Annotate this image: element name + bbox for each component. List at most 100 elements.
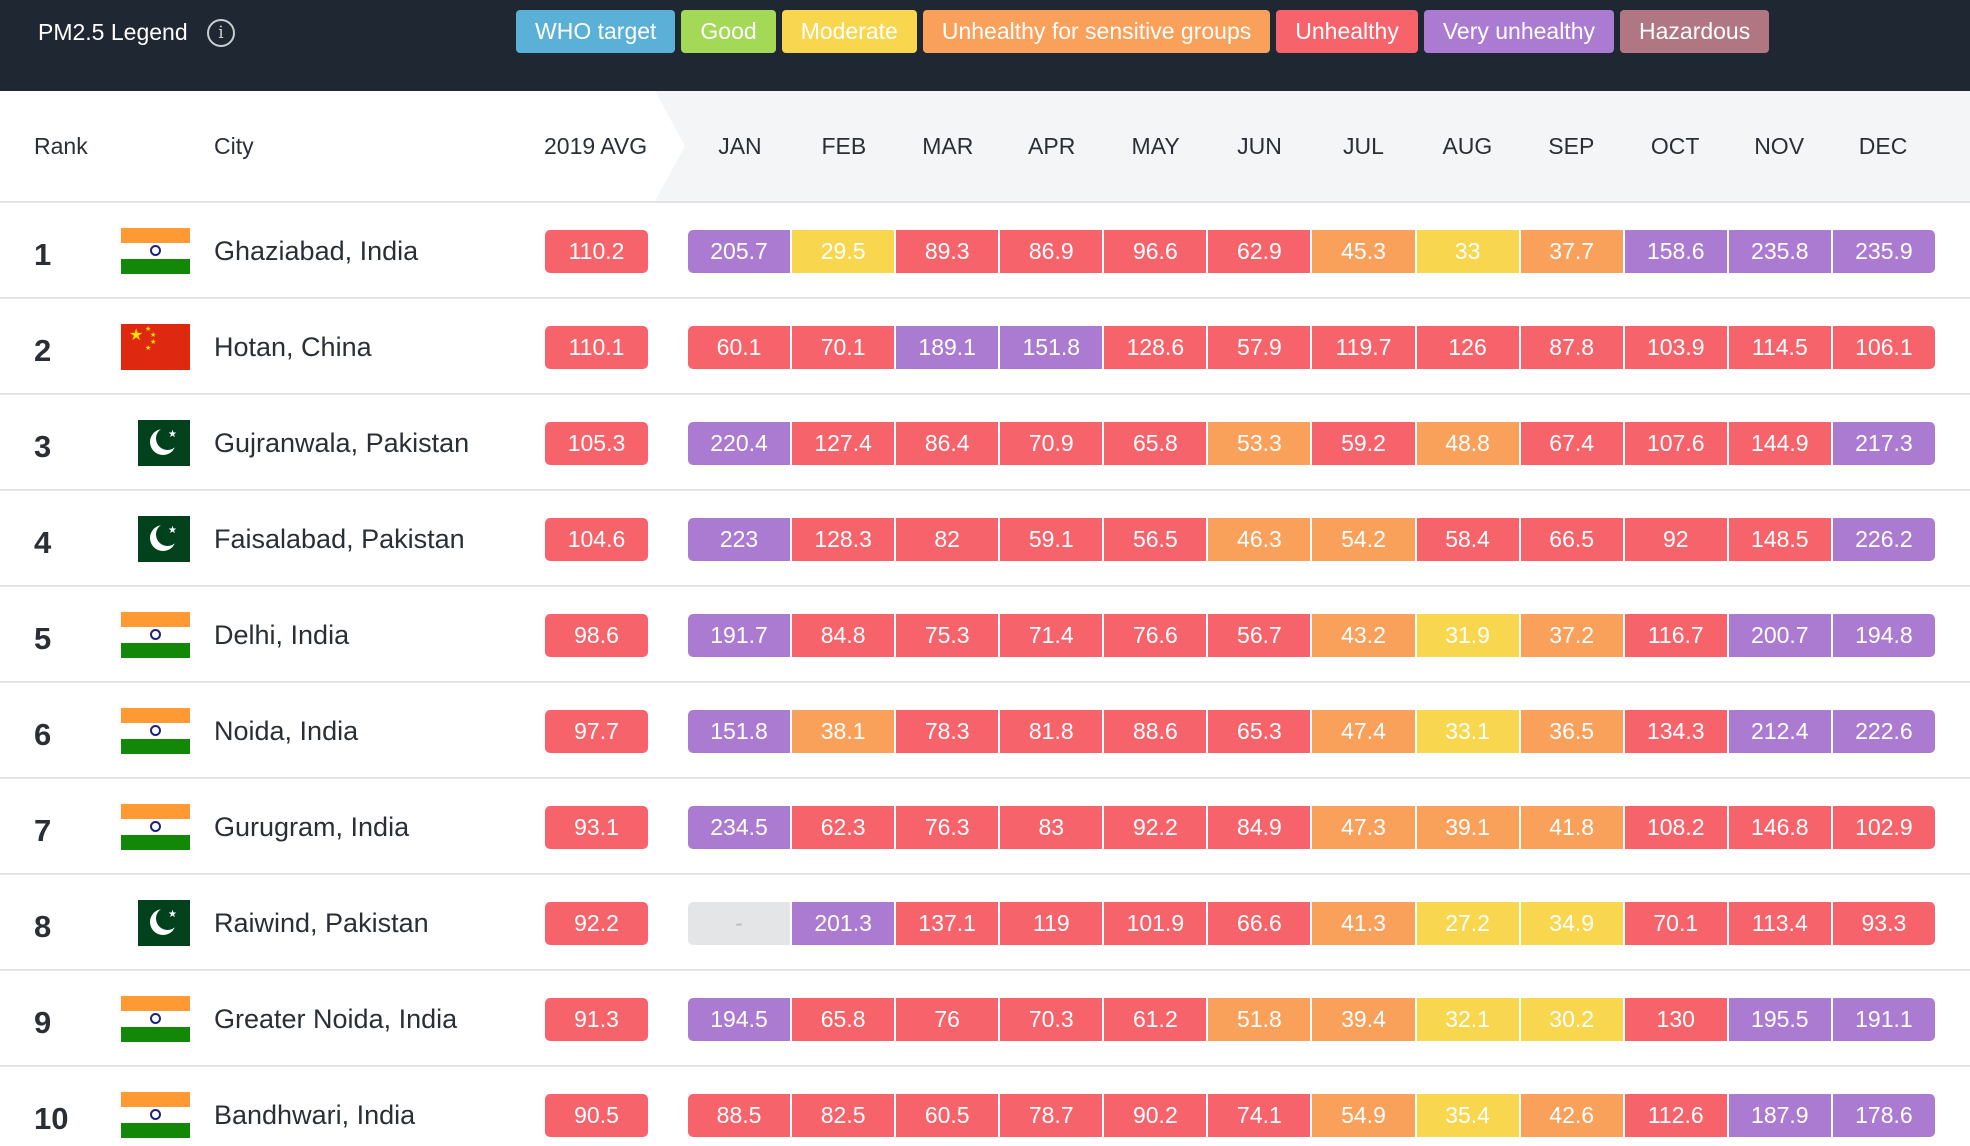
month-value-cell: 66.5 xyxy=(1520,518,1623,561)
city-name[interactable]: Greater Noida, India xyxy=(214,1004,458,1034)
city-name[interactable]: Faisalabad, Pakistan xyxy=(214,524,465,554)
legend-item[interactable]: Moderate xyxy=(781,10,917,53)
month-value-cell: 82 xyxy=(896,518,999,561)
month-value-cell: 92 xyxy=(1624,518,1727,561)
month-value-cell: 65.3 xyxy=(1208,710,1311,753)
month-value-cell: 235.9 xyxy=(1832,230,1935,273)
ashoka-chakra-icon xyxy=(150,821,161,833)
month-value-cell: 66.6 xyxy=(1208,902,1311,945)
month-value-cell: 223 xyxy=(688,518,791,561)
month-value-cell: 128.6 xyxy=(1104,326,1207,369)
month-value-cell: 33 xyxy=(1416,230,1519,273)
header-month[interactable]: JAN xyxy=(718,133,762,159)
month-value-cell: 57.9 xyxy=(1208,326,1311,369)
saffron-band xyxy=(121,804,190,820)
month-value-cell: 134.3 xyxy=(1624,710,1727,753)
month-value-cell: 158.6 xyxy=(1624,230,1727,273)
month-value-cell: 151.8 xyxy=(1000,326,1103,369)
rank-number: 3 xyxy=(34,429,52,464)
month-value-cell: 189.1 xyxy=(896,326,999,369)
ashoka-chakra-icon xyxy=(150,725,161,737)
month-value-cell: 39.1 xyxy=(1416,806,1519,849)
city-name[interactable]: Delhi, India xyxy=(214,620,350,650)
legend-item[interactable]: Unhealthy for sensitive groups xyxy=(922,10,1271,53)
header-month[interactable]: AUG xyxy=(1442,133,1493,159)
month-value-cell: 84.9 xyxy=(1208,806,1311,849)
month-value-cell: 127.4 xyxy=(792,422,895,465)
month-value-cell: 119 xyxy=(1000,902,1103,945)
month-value-cell: 89.3 xyxy=(896,230,999,273)
info-circle-icon[interactable]: i xyxy=(207,19,235,47)
header-month[interactable]: DEC xyxy=(1858,133,1908,159)
city-name[interactable]: Ghaziabad, India xyxy=(214,236,419,266)
header-month[interactable]: FEB xyxy=(821,133,867,159)
saffron-band xyxy=(121,996,190,1012)
month-value-cell: 76 xyxy=(896,998,999,1041)
table-row[interactable]: 6 Noida, India 97.7 151.8 38.1 78.3 81.8 88.6 65… xyxy=(0,683,1970,779)
month-value-cell: 27.2 xyxy=(1416,902,1519,945)
city-name[interactable]: Raiwind, Pakistan xyxy=(214,908,429,938)
table-row[interactable]: 9 Greater Noida, India 91.3 194.5 65.8 76 70.3… xyxy=(0,971,1970,1067)
legend-item[interactable]: Very unhealthy xyxy=(1423,10,1614,53)
legend-item[interactable]: Good xyxy=(681,10,776,53)
month-value-cell: 37.7 xyxy=(1520,230,1623,273)
monthly-values: 88.5 82.5 60.5 78.7 90.2 74.1 54.9 35.4 42.6 112.… xyxy=(688,1094,1935,1137)
month-value-cell: 112.6 xyxy=(1624,1094,1727,1137)
monthly-values: 223 128.3 82 59.1 56.5 46.3 54.2 58.4 66.5 92 148.… xyxy=(688,518,1935,561)
month-value-cell: 146.8 xyxy=(1728,806,1831,849)
table-row[interactable]: 3 ★ Gujranwala, Pakistan 105.3 220.4 127.4 86.… xyxy=(0,395,1970,491)
header-2019-avg[interactable]: 2019 AVG xyxy=(544,133,648,159)
legend-item[interactable]: Hazardous xyxy=(1620,10,1770,53)
table-row[interactable]: 1 Ghaziabad, India 110.2 205.7 29.5 89.3 86.9 9… xyxy=(0,203,1970,299)
table-row[interactable]: 5 Delhi, India 98.6 191.7 84.8 75.3 71.4 76.6 56… xyxy=(0,587,1970,683)
india-flag-icon xyxy=(121,612,190,658)
month-value-cell: 90.2 xyxy=(1104,1094,1207,1137)
star-icon: ★ xyxy=(150,332,157,339)
month-value-cell: 41.8 xyxy=(1520,806,1623,849)
month-value-cell: 38.1 xyxy=(792,710,895,753)
crescent-cut xyxy=(156,427,179,450)
header-month[interactable]: JUN xyxy=(1237,133,1282,159)
saffron-band xyxy=(121,1092,190,1108)
header-month[interactable]: SEP xyxy=(1548,133,1595,159)
header-month[interactable]: NOV xyxy=(1754,133,1805,159)
month-value-cell: 137.1 xyxy=(896,902,999,945)
header-month[interactable]: MAR xyxy=(922,133,974,159)
table-row[interactable]: 4 ★ Faisalabad, Pakistan 104.6 223 128.3 82 59.… xyxy=(0,491,1970,587)
month-value-cell: 106.1 xyxy=(1832,326,1935,369)
month-value-cell: 92.2 xyxy=(1104,806,1207,849)
legend-item[interactable]: WHO target xyxy=(516,10,676,53)
month-value-cell: 88.5 xyxy=(688,1094,791,1137)
rank-number: 10 xyxy=(34,1101,69,1136)
table-row[interactable]: 10 Bandhwari, India 90.5 88.5 82.5 60.5 78.7 90… xyxy=(0,1067,1970,1146)
month-value-cell: 70.1 xyxy=(1624,902,1727,945)
header-month[interactable]: APR xyxy=(1028,133,1076,159)
month-value-cell: 42.6 xyxy=(1520,1094,1623,1137)
avg-value-badge: 92.2 xyxy=(545,902,648,945)
month-value-cell: 86.9 xyxy=(1000,230,1103,273)
city-name[interactable]: Noida, India xyxy=(214,716,359,746)
white-band xyxy=(121,1011,190,1027)
table-row[interactable]: 8 ★ Raiwind, Pakistan 92.2-201.3 137.1 119 101… xyxy=(0,875,1970,971)
header-rank[interactable]: Rank xyxy=(34,133,88,159)
month-value-cell: 84.8 xyxy=(792,614,895,657)
table-row[interactable]: 7 Gurugram, India 93.1 234.5 62.3 76.3 83 92.2 8… xyxy=(0,779,1970,875)
crescent-cut xyxy=(156,907,179,930)
white-band xyxy=(121,627,190,643)
pm25-legend-bar: PM2.5 Legend i WHO target Good Moderate Unh… xyxy=(0,0,1970,91)
legend-item[interactable]: Unhealthy xyxy=(1276,10,1418,53)
header-city[interactable]: City xyxy=(214,133,254,159)
city-name[interactable]: Hotan, China xyxy=(214,332,372,362)
header-month[interactable]: MAY xyxy=(1131,133,1180,159)
header-month[interactable]: JUL xyxy=(1343,133,1384,159)
table-row[interactable]: 2 ★ ★ ★ ★ ★ Hotan, China 110.1 60.1 70.1 189.1 151.… xyxy=(0,299,1970,395)
month-value-cell: 205.7 xyxy=(688,230,791,273)
city-name[interactable]: Bandhwari, India xyxy=(214,1100,416,1130)
avg-value-badge: 97.7 xyxy=(545,710,648,753)
month-value-cell: 32.1 xyxy=(1416,998,1519,1041)
avg-value-badge: 91.3 xyxy=(545,998,648,1041)
city-name[interactable]: Gurugram, India xyxy=(214,812,410,842)
city-name[interactable]: Gujranwala, Pakistan xyxy=(214,428,470,458)
month-value-cell: - xyxy=(688,902,791,945)
header-month[interactable]: OCT xyxy=(1650,133,1700,159)
